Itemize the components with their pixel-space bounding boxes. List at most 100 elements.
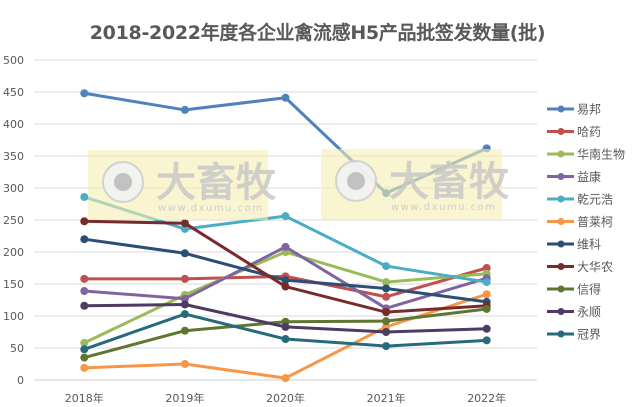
series-永顺 [80, 300, 491, 336]
y-tick-label: 0 [17, 374, 24, 387]
series-line [84, 219, 487, 314]
data-point-marker [80, 89, 89, 98]
x-tick-label: 2021年 [367, 391, 406, 405]
data-point-marker [382, 278, 391, 287]
data-point-marker [281, 322, 290, 331]
data-point-marker [281, 282, 290, 291]
watermark-url: www.dxumu.com [391, 202, 497, 213]
series-冠界 [80, 310, 491, 354]
x-axis-ticks: 2018年 2019年 2020年 2021年 2022年 [65, 391, 506, 405]
data-point-marker [382, 342, 391, 351]
y-axis-ticks: 0 50 100 150 200 250 300 350 400 450 500 [3, 54, 24, 387]
legend-item: 易邦 [547, 103, 601, 117]
legend-marker-icon [557, 263, 565, 270]
y-tick-label: 350 [3, 150, 24, 163]
legend-item: 益康 [547, 169, 601, 184]
data-point-marker [281, 93, 290, 102]
y-tick-label: 250 [3, 214, 24, 227]
legend-marker-icon [557, 195, 565, 203]
data-point-marker [281, 374, 290, 383]
legend-item: 华南生物 [547, 147, 625, 162]
legend-item: 普莱柯 [547, 215, 613, 229]
data-point-marker [382, 292, 391, 301]
legend-label: 冠界 [577, 328, 601, 342]
watermark-url: www.dxumu.com [158, 203, 264, 214]
data-point-marker [382, 284, 391, 293]
data-point-marker [180, 224, 189, 233]
data-point-marker [180, 219, 189, 228]
y-tick-label: 300 [3, 182, 24, 195]
legend-label: 普莱柯 [577, 215, 613, 229]
legend-item: 冠界 [547, 328, 601, 342]
data-point-marker [382, 308, 391, 317]
legend-marker-icon [557, 285, 565, 293]
data-point-marker [482, 278, 491, 287]
legend-item: 维科 [547, 238, 601, 252]
data-point-marker [482, 324, 491, 333]
legend-marker-icon [557, 240, 565, 248]
legend-marker-icon [557, 173, 565, 180]
data-point-marker [80, 287, 89, 296]
data-point-marker [80, 192, 89, 201]
x-tick-label: 2020年 [266, 391, 305, 405]
watermark-eye-pupil-icon [114, 173, 132, 191]
legend-label: 维科 [577, 238, 601, 252]
data-point-marker [80, 235, 89, 244]
legend-marker-icon [557, 218, 565, 225]
legend-marker-icon [557, 105, 565, 113]
data-point-marker [482, 290, 491, 299]
watermark-brand: 大畜牧 [156, 160, 277, 206]
data-point-marker [482, 264, 491, 272]
x-tick-label: 2019年 [165, 391, 204, 405]
y-tick-label: 450 [3, 86, 24, 99]
data-point-marker [80, 353, 89, 362]
legend-label: 华南生物 [577, 147, 625, 162]
legend-item: 乾元浩 [547, 193, 613, 207]
series-维科 [80, 235, 491, 306]
data-point-marker [382, 262, 391, 271]
x-tick-label: 2022年 [467, 391, 506, 405]
legend-label: 易邦 [577, 103, 601, 117]
data-point-marker [180, 300, 189, 309]
data-point-marker [180, 294, 189, 303]
legend-marker-icon [557, 330, 565, 338]
legend-marker-icon [557, 308, 565, 315]
data-point-marker [382, 328, 391, 336]
y-tick-label: 200 [3, 246, 24, 259]
watermark-brand: 大畜牧 [389, 159, 510, 205]
data-point-marker [281, 276, 290, 285]
legend-label: 大华农 [577, 260, 613, 274]
data-point-marker [180, 274, 189, 283]
data-point-marker [80, 345, 89, 354]
data-point-marker [80, 217, 89, 226]
x-tick-label: 2018年 [65, 391, 104, 405]
data-point-marker [180, 249, 189, 258]
legend-item: 永顺 [547, 305, 601, 319]
chart-title: 2018-2022年度各企业禽流感H5产品批签发数量(批) [89, 22, 546, 44]
legend-label: 乾元浩 [577, 193, 613, 207]
legend-marker-icon [557, 150, 565, 158]
data-point-marker [80, 301, 89, 310]
y-tick-label: 50 [10, 342, 24, 355]
data-point-marker [482, 304, 491, 313]
data-point-marker [80, 274, 89, 283]
y-tick-label: 500 [3, 54, 24, 67]
data-point-marker [482, 336, 491, 345]
data-point-marker [180, 105, 189, 114]
y-tick-label: 100 [3, 310, 24, 323]
legend-label: 益康 [577, 169, 601, 184]
watermark-eye-pupil-icon [347, 172, 365, 190]
legend-label: 信得 [577, 282, 601, 297]
data-point-marker [180, 326, 189, 335]
data-point-marker [281, 335, 290, 344]
y-tick-label: 400 [3, 118, 24, 131]
legend-item: 信得 [547, 282, 601, 297]
series-大华农 [80, 217, 491, 317]
data-point-marker [80, 338, 89, 347]
legend-label: 哈药 [577, 125, 601, 139]
data-point-marker [180, 310, 189, 319]
